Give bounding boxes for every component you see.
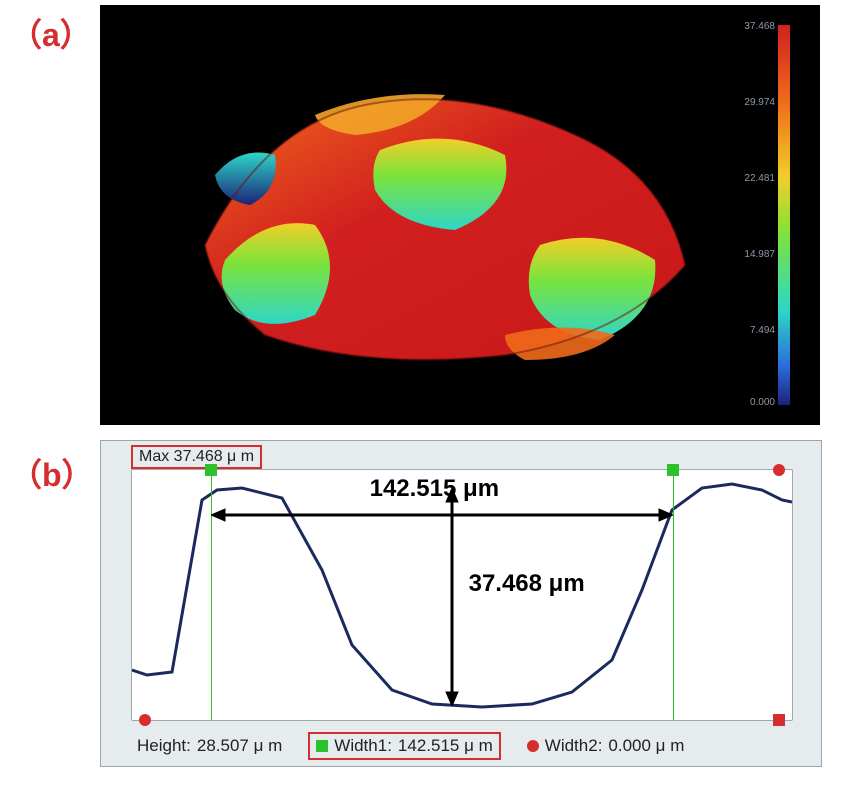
width2-value: 0.000 μ m <box>608 736 684 756</box>
surface-plot <box>145 35 705 395</box>
width2-handle-top-right[interactable] <box>773 464 785 476</box>
width2-swatch <box>527 740 539 752</box>
width-annotation-text: 142.515 μm <box>370 475 499 503</box>
width2-handle-bottom-right[interactable] <box>773 714 785 726</box>
width2-handle-left[interactable] <box>139 714 151 726</box>
profile-plot: 142.515 μm 37.468 μm <box>131 469 793 721</box>
panel-b-label: （b） <box>10 450 94 496</box>
colorbar-tick-3: 14.987 <box>735 249 775 260</box>
width1-handle-right[interactable] <box>667 464 679 476</box>
status-bar: Height: 28.507 μ m Width1: 142.515 μ m W… <box>131 729 791 763</box>
height-value: 28.507 μ m <box>197 736 282 756</box>
colorbar-tick-2: 22.481 <box>735 173 775 184</box>
width2-label: Width2: <box>545 736 603 756</box>
colorbar-tick-1: 29.974 <box>735 97 775 108</box>
colorbar-tick-0: 37.468 <box>735 21 775 32</box>
panel-a-label: （a） <box>10 10 92 56</box>
width1-value: 142.515 μ m <box>398 736 493 756</box>
colorbar-tick-5: 0.000 <box>735 397 775 408</box>
panel-a: 37.468 29.974 22.481 14.987 7.494 0.000 <box>100 5 820 425</box>
surface-svg <box>145 35 705 395</box>
height-label: Height: <box>137 736 191 756</box>
status-width2: Width2: 0.000 μ m <box>521 734 691 758</box>
status-width1: Width1: 142.515 μ m <box>308 732 501 760</box>
width1-swatch <box>316 740 328 752</box>
colorbar-tick-4: 7.494 <box>735 325 775 336</box>
width1-label: Width1: <box>334 736 392 756</box>
depth-arrow <box>442 488 462 706</box>
max-readout: Max 37.468 μ m <box>131 445 262 469</box>
status-height: Height: 28.507 μ m <box>131 734 288 758</box>
width1-handle-left[interactable] <box>205 464 217 476</box>
surface-ridge-highlight-2 <box>505 328 615 361</box>
depth-annotation-text: 37.468 μm <box>469 570 585 598</box>
panel-b: Max 37.468 μ m 142.515 μm <box>100 440 822 767</box>
width1-marker-right[interactable] <box>673 470 674 720</box>
colorbar <box>778 25 790 405</box>
